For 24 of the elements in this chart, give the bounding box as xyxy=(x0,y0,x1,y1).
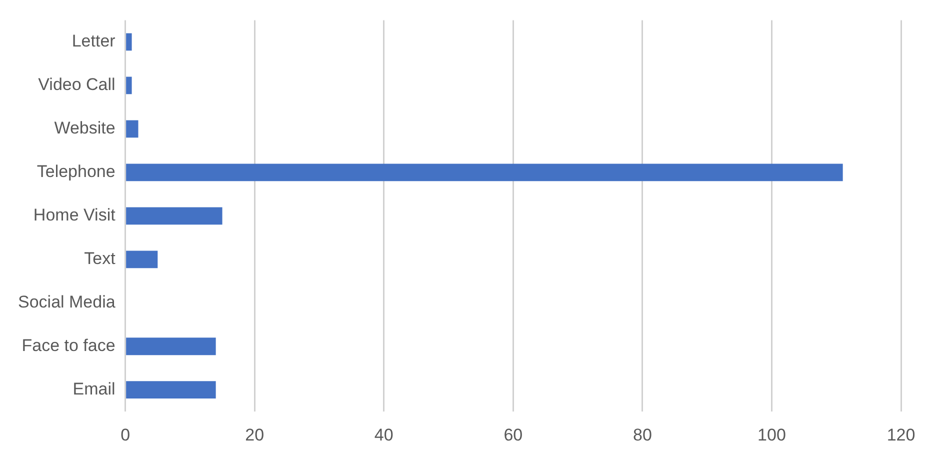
bar xyxy=(126,76,132,94)
y-tick-label: Home Visit xyxy=(33,206,116,225)
y-tick-label: Text xyxy=(84,249,116,268)
y-tick-label: Letter xyxy=(72,32,116,51)
y-tick-label: Telephone xyxy=(36,162,116,182)
y-tick-label: Video Call xyxy=(38,75,116,94)
y-tick-label: Face to face xyxy=(22,336,116,356)
x-tick-label: 100 xyxy=(758,425,786,444)
x-tick-label: 80 xyxy=(632,425,652,444)
bar xyxy=(126,381,216,399)
y-tick-label: Website xyxy=(54,118,116,138)
bar xyxy=(126,120,138,138)
bar xyxy=(126,250,158,268)
x-tick-label: 60 xyxy=(504,425,523,444)
y-tick-label: Email xyxy=(72,380,116,399)
bar xyxy=(126,33,132,51)
bar xyxy=(126,164,843,182)
x-tick-label: 120 xyxy=(886,425,916,444)
bar xyxy=(126,338,216,356)
bar xyxy=(126,207,222,225)
x-tick-label: 20 xyxy=(245,425,264,444)
x-tick-label: 0 xyxy=(120,425,130,444)
y-tick-label: Social Media xyxy=(18,292,116,312)
x-tick-label: 40 xyxy=(374,425,394,444)
